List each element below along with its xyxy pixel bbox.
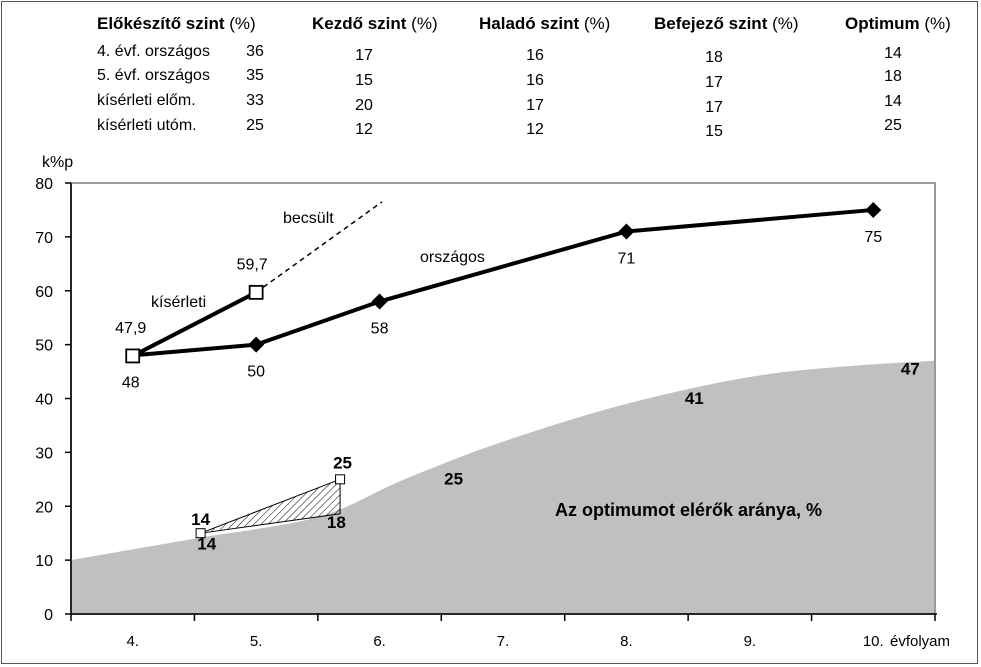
kiserleti-point [125,348,141,364]
table-cell: 16 [526,47,544,64]
x-tick-label: 10. [863,633,884,650]
kiserleti-line [131,290,258,358]
row-label: kísérleti előm. [97,92,196,109]
experimental-optimum-marker [195,528,206,539]
table-cell: 16 [526,72,544,89]
orszagos-value-label: 50 [247,364,265,381]
y-tick-label: 10 [35,553,53,570]
table-cell: 35 [246,67,264,84]
table-cell: 17 [705,74,723,91]
x-tick-label: 7. [497,633,510,650]
orszagos-point [865,201,882,218]
header-halado: Haladó szint (%) [479,14,611,33]
kiserleti-value-label: 59,7 [237,256,268,273]
area-label: Az optimumot elérők aránya, % [555,500,822,520]
kiserleti-point [248,284,264,300]
x-tick-label: 9. [744,633,757,650]
area-value-label: 25 [444,470,463,489]
header-befejezo: Befejező szint (%) [654,14,799,33]
y-axis-label: k%p [42,154,73,171]
table-cell: 15 [705,123,723,140]
orszagos-point [618,223,635,240]
table-cell: 18 [705,49,723,66]
legend-becsult: becsült [283,210,334,227]
orszagos-value-label: 48 [122,374,140,391]
area-value-label: 41 [685,389,704,408]
row-label: kísérleti utóm. [97,117,197,134]
table-cell: 20 [355,97,373,114]
optimum-area [71,360,935,614]
table-cell: 17 [526,97,544,114]
legend-orszagos: országos [420,249,485,266]
x-tick-label: 5. [250,633,263,650]
table-cell: 17 [705,99,723,116]
table-cell: 25 [246,117,264,134]
kiserleti-value-label: 47,9 [115,320,146,337]
header-kezdo: Kezdő szint (%) [312,14,438,33]
y-tick-label: 50 [35,338,53,355]
table-cell: 14 [884,45,902,62]
table-cell: 14 [884,93,902,110]
becsult-line [255,201,383,293]
table-cell: 12 [526,121,544,138]
experimental-optimum-hatch [200,478,341,534]
x-tick-label: 8. [620,633,633,650]
y-tick-label: 80 [35,176,53,193]
table-cell: 33 [246,92,264,109]
experimental-optimum-label: 14 [191,510,210,529]
y-tick-label: 60 [35,284,53,301]
row-label: 4. évf. országos [97,43,210,60]
orszagos-value-label: 75 [864,229,882,246]
area-value-label: 14 [197,534,216,553]
orszagos-point [248,336,265,353]
y-tick-label: 40 [35,392,53,409]
y-tick-label: 70 [35,230,53,247]
table-cell: 17 [355,47,373,64]
y-tick-label: 20 [35,499,53,516]
table-cell: 18 [884,68,902,85]
orszagos-point [371,293,388,310]
experimental-optimum-marker [335,474,346,485]
experimental-optimum-label: 18 [327,513,346,532]
experimental-optimum-label: 25 [333,454,352,473]
area-value-label: 47 [901,359,920,378]
y-tick-label: 0 [44,607,53,624]
y-tick-label: 30 [35,445,53,462]
x-tick-label: 4. [126,633,139,650]
level-table: Előkészítő szint (%) Kezdő szint (%) Hal… [0,0,981,150]
legend-kiserleti: kísérleti [151,294,206,311]
orszagos-value-label: 71 [618,250,636,267]
table-cell: 36 [246,43,264,60]
table-cell: 25 [884,117,902,134]
row-label: 5. évf. országos [97,67,210,84]
orszagos-value-label: 58 [371,321,389,338]
x-tick-label: 6. [373,633,386,650]
table-cell: 12 [355,121,373,138]
header-elokeszito: Előkészítő szint (%) [97,14,256,33]
x-axis-label: évfolyam [890,633,950,650]
header-optimum: Optimum (%) [845,14,951,33]
table-cell: 15 [355,72,373,89]
